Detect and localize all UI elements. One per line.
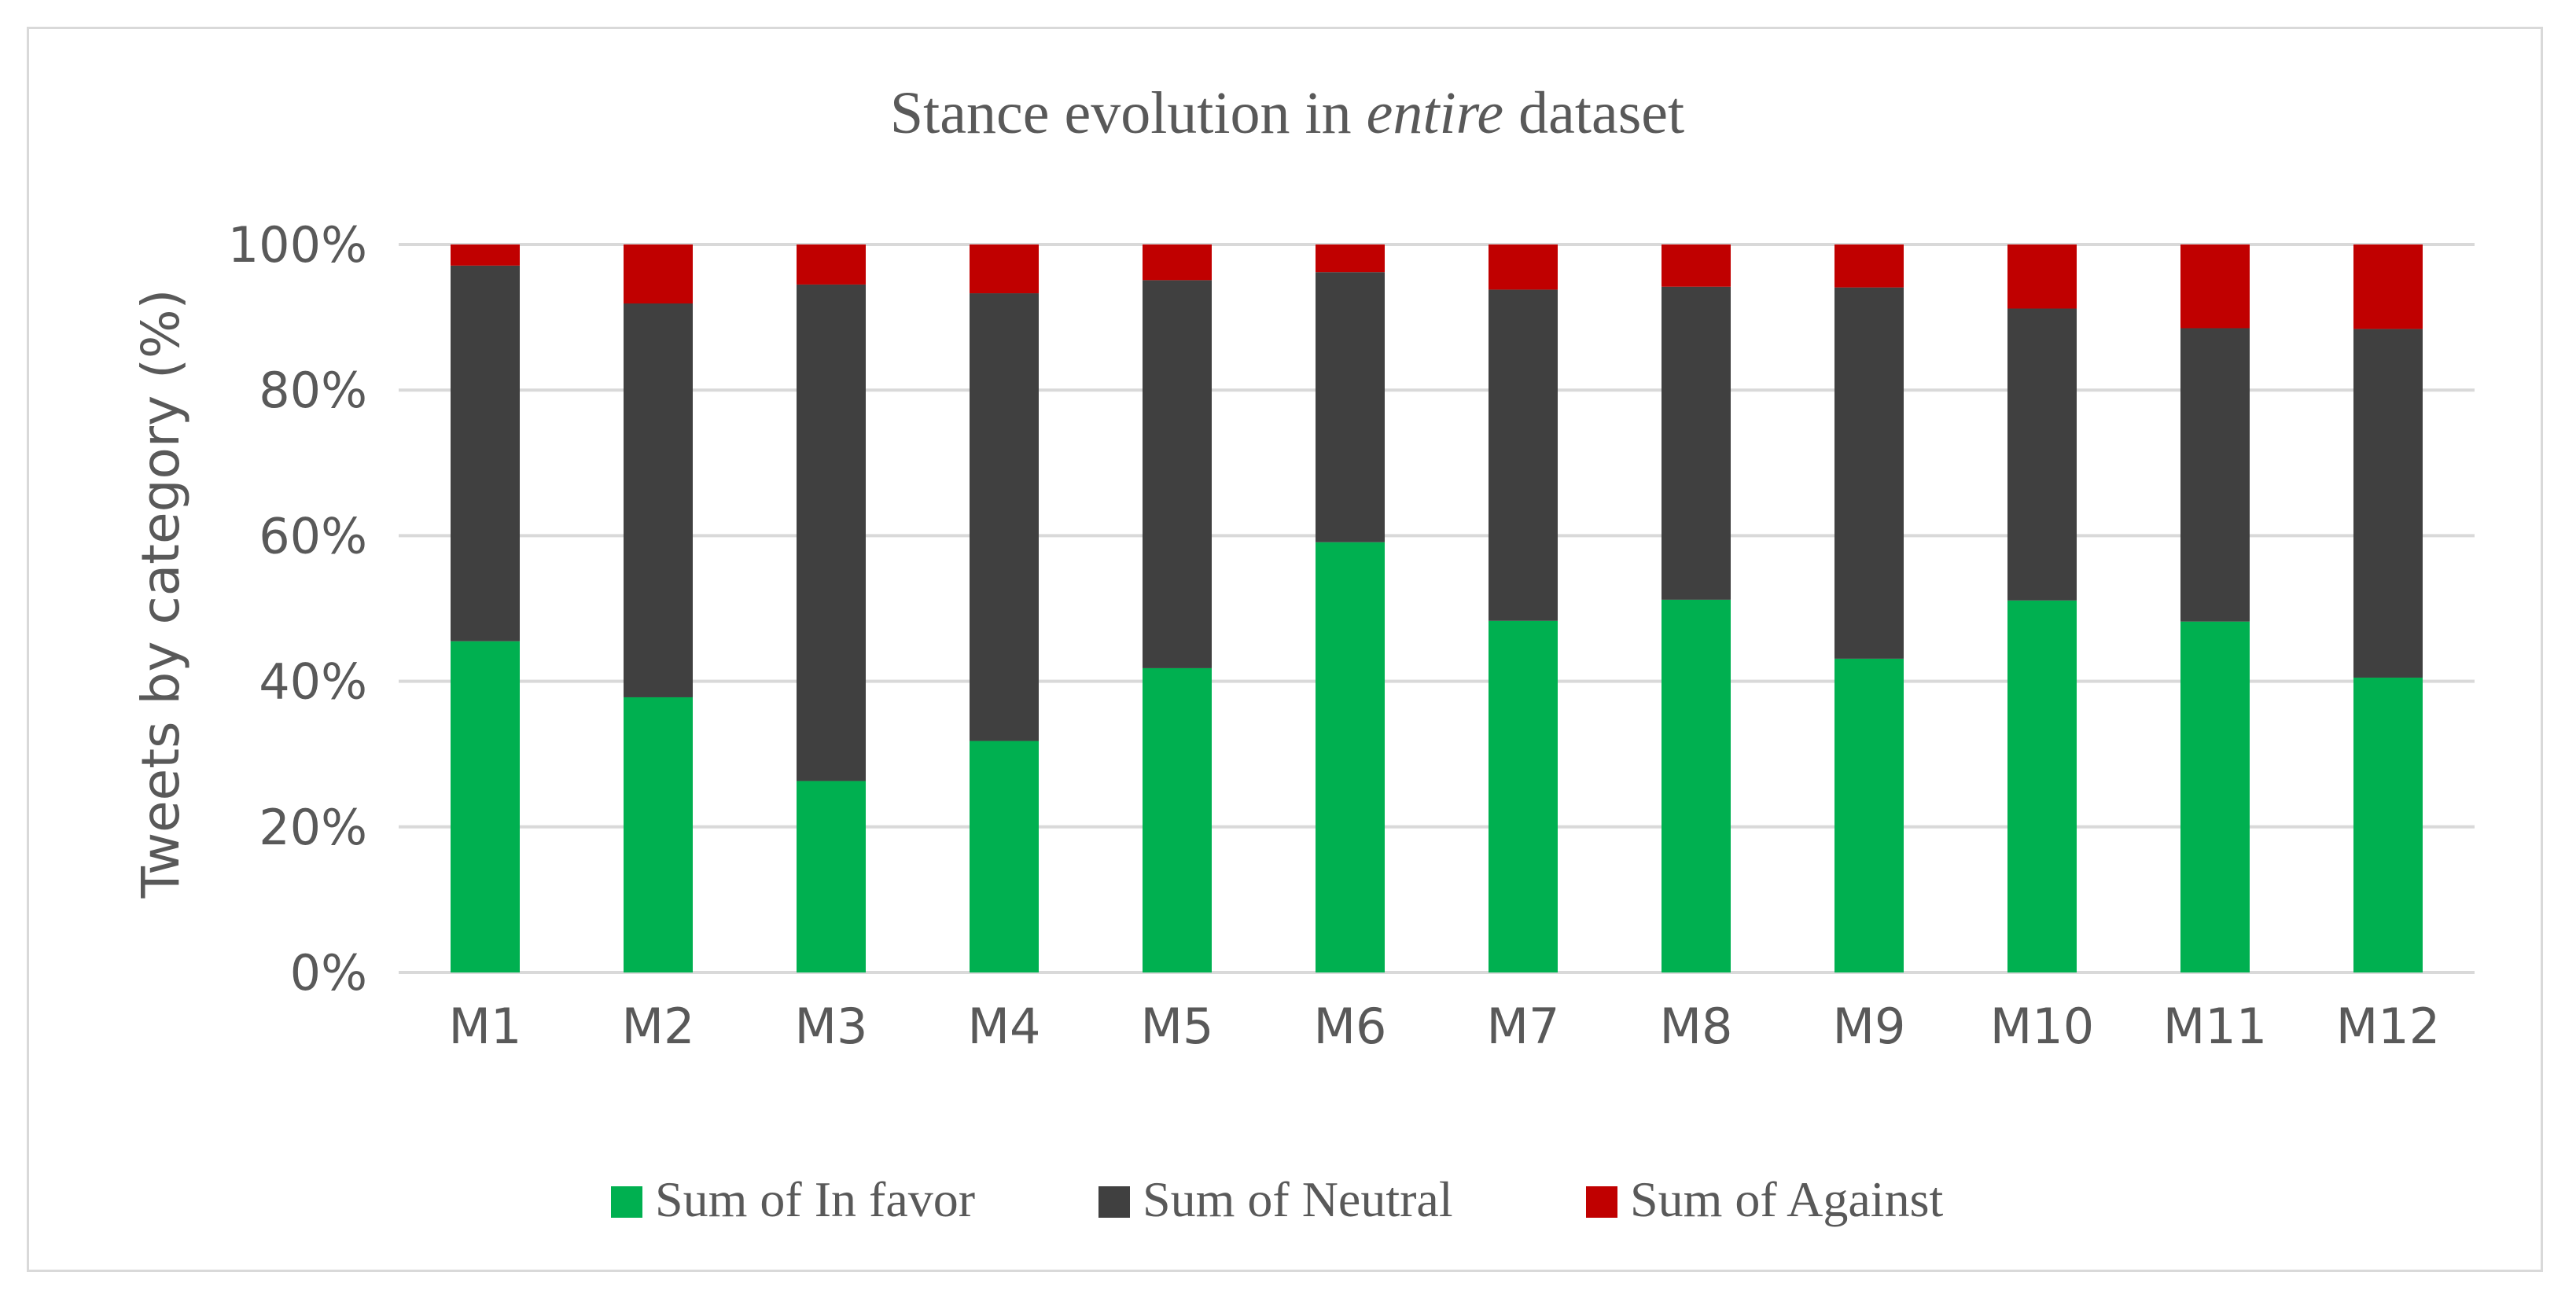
bar-m5-sum-of-in-favor [1143, 667, 1212, 972]
bar-m7-sum-of-against [1489, 244, 1558, 290]
legend-label: Sum of Against [1630, 1171, 1943, 1227]
x-tick-label: M5 [1141, 998, 1214, 1055]
x-tick-label: M11 [2163, 998, 2267, 1055]
bar-m11-sum-of-in-favor [2180, 621, 2250, 972]
bar-m11-sum-of-neutral [2180, 328, 2250, 622]
legend-label: Sum of In favor [655, 1171, 975, 1227]
bars [451, 244, 2423, 972]
chart-title-emphasis: entire [1367, 80, 1503, 146]
gridlines [399, 243, 2475, 974]
y-axis-label: Tweets by category (%) [131, 289, 191, 899]
legend-label: Sum of Neutral [1143, 1171, 1453, 1227]
x-tick-label: M4 [968, 998, 1041, 1055]
bar-m10-sum-of-neutral [2007, 308, 2077, 601]
bar-m6-sum-of-in-favor [1316, 542, 1385, 972]
x-tick-label: M8 [1660, 998, 1733, 1055]
bar-m5-sum-of-against [1143, 244, 1212, 281]
legend: Sum of In favor Sum of Neutral Sum of Agai… [611, 1171, 1943, 1227]
bar-m7-sum-of-in-favor [1489, 620, 1558, 972]
bar-m5-sum-of-neutral [1143, 280, 1212, 668]
x-tick-label: M9 [1833, 998, 1906, 1055]
bar-m10-sum-of-against [2007, 244, 2077, 309]
bar-m1-sum-of-neutral [451, 265, 520, 641]
chart-title: Stance evolution in entire dataset [890, 80, 1684, 146]
x-tick-label: M3 [795, 998, 868, 1055]
x-tick-label: M1 [449, 998, 522, 1055]
bar-m1-sum-of-in-favor [451, 641, 520, 972]
y-tick-label: 40% [259, 653, 367, 711]
bar-m12-sum-of-in-favor [2353, 677, 2423, 972]
stacked-bar-chart: Stance evolution in entire dataset Tweet… [131, 80, 2475, 1227]
bar-m3-sum-of-neutral [797, 284, 866, 781]
chart-frame: Stance evolution in entire dataset Tweet… [27, 27, 2543, 1272]
bar-m7-sum-of-neutral [1489, 289, 1558, 621]
y-tick-label: 80% [259, 362, 367, 419]
x-tick-label: M6 [1314, 998, 1387, 1055]
bar-m2-sum-of-neutral [624, 303, 693, 697]
y-tick-labels: 0% 20% 40% 60% 80% 100% [228, 216, 367, 1002]
bar-m9-sum-of-neutral [1834, 287, 1904, 659]
bar-m6-sum-of-against [1316, 244, 1385, 273]
bar-m3-sum-of-in-favor [797, 781, 866, 972]
bar-m12-sum-of-against [2353, 244, 2423, 329]
bar-m6-sum-of-neutral [1316, 272, 1385, 542]
y-tick-label: 20% [259, 799, 367, 856]
bar-m8-sum-of-in-favor [1662, 599, 1731, 972]
chart-title-suffix: dataset [1503, 80, 1684, 146]
bar-m8-sum-of-neutral [1662, 286, 1731, 600]
x-tick-label: M12 [2336, 998, 2440, 1055]
y-tick-label: 0% [290, 944, 367, 1002]
bar-m8-sum-of-against [1662, 244, 1731, 287]
bar-m11-sum-of-against [2180, 244, 2250, 329]
legend-swatch [611, 1186, 642, 1218]
bar-m2-sum-of-against [624, 244, 693, 304]
x-tick-label: M2 [622, 998, 695, 1055]
bar-m1-sum-of-against [451, 244, 520, 266]
bar-m10-sum-of-in-favor [2007, 600, 2077, 972]
bar-m3-sum-of-against [797, 244, 866, 285]
legend-swatch [1098, 1186, 1130, 1218]
bar-m4-sum-of-neutral [970, 293, 1039, 741]
bar-m12-sum-of-neutral [2353, 329, 2423, 678]
x-tick-labels: M1 M2 M3 M4 M5 M6 M7 M8 M9 M10 M11 M12 [449, 998, 2441, 1055]
x-tick-label: M7 [1487, 998, 1560, 1055]
y-tick-label: 60% [259, 507, 367, 564]
bar-m2-sum-of-in-favor [624, 697, 693, 972]
legend-swatch [1586, 1186, 1617, 1218]
y-tick-label: 100% [228, 216, 367, 274]
x-tick-label: M10 [1990, 998, 2094, 1055]
chart-title-prefix: Stance evolution in [890, 80, 1367, 146]
bar-m4-sum-of-in-favor [970, 741, 1039, 972]
bar-m9-sum-of-in-favor [1834, 658, 1904, 972]
bar-m4-sum-of-against [970, 244, 1039, 294]
bar-m9-sum-of-against [1834, 244, 1904, 288]
